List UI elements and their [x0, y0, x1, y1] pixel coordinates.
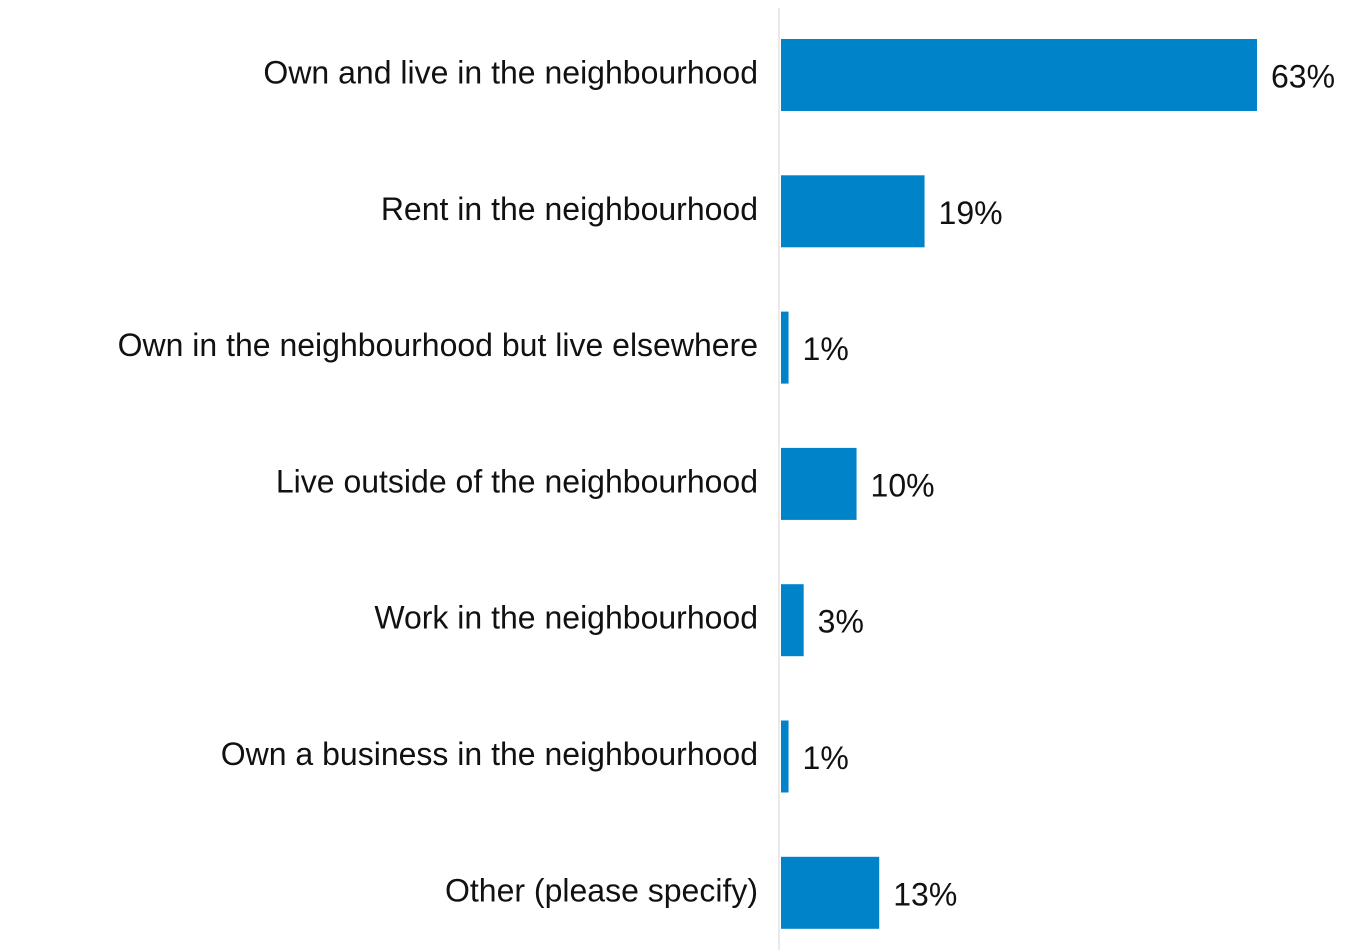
value-label: 1% [803, 740, 849, 776]
category-label: Own and live in the neighbourhood [263, 54, 758, 90]
category-label: Live outside of the neighbourhood [276, 463, 758, 499]
bar [781, 311, 789, 384]
value-label: 1% [803, 331, 849, 367]
bar [781, 447, 857, 520]
bar [781, 175, 925, 248]
bar [781, 584, 804, 657]
category-label: Own a business in the neighbourhood [221, 736, 758, 772]
category-label: Work in the neighbourhood [374, 600, 758, 636]
category-label: Other (please specify) [445, 872, 758, 908]
category-label: Rent in the neighbourhood [381, 191, 758, 227]
value-label: 10% [871, 467, 935, 503]
bar [781, 720, 789, 793]
category-label: Own in the neighbourhood but live elsewh… [118, 327, 758, 363]
value-label: 63% [1271, 58, 1335, 94]
value-label: 19% [939, 195, 1003, 231]
value-label: 13% [893, 876, 957, 912]
bar [781, 856, 880, 929]
value-label: 3% [818, 604, 864, 640]
bar [781, 39, 1257, 111]
